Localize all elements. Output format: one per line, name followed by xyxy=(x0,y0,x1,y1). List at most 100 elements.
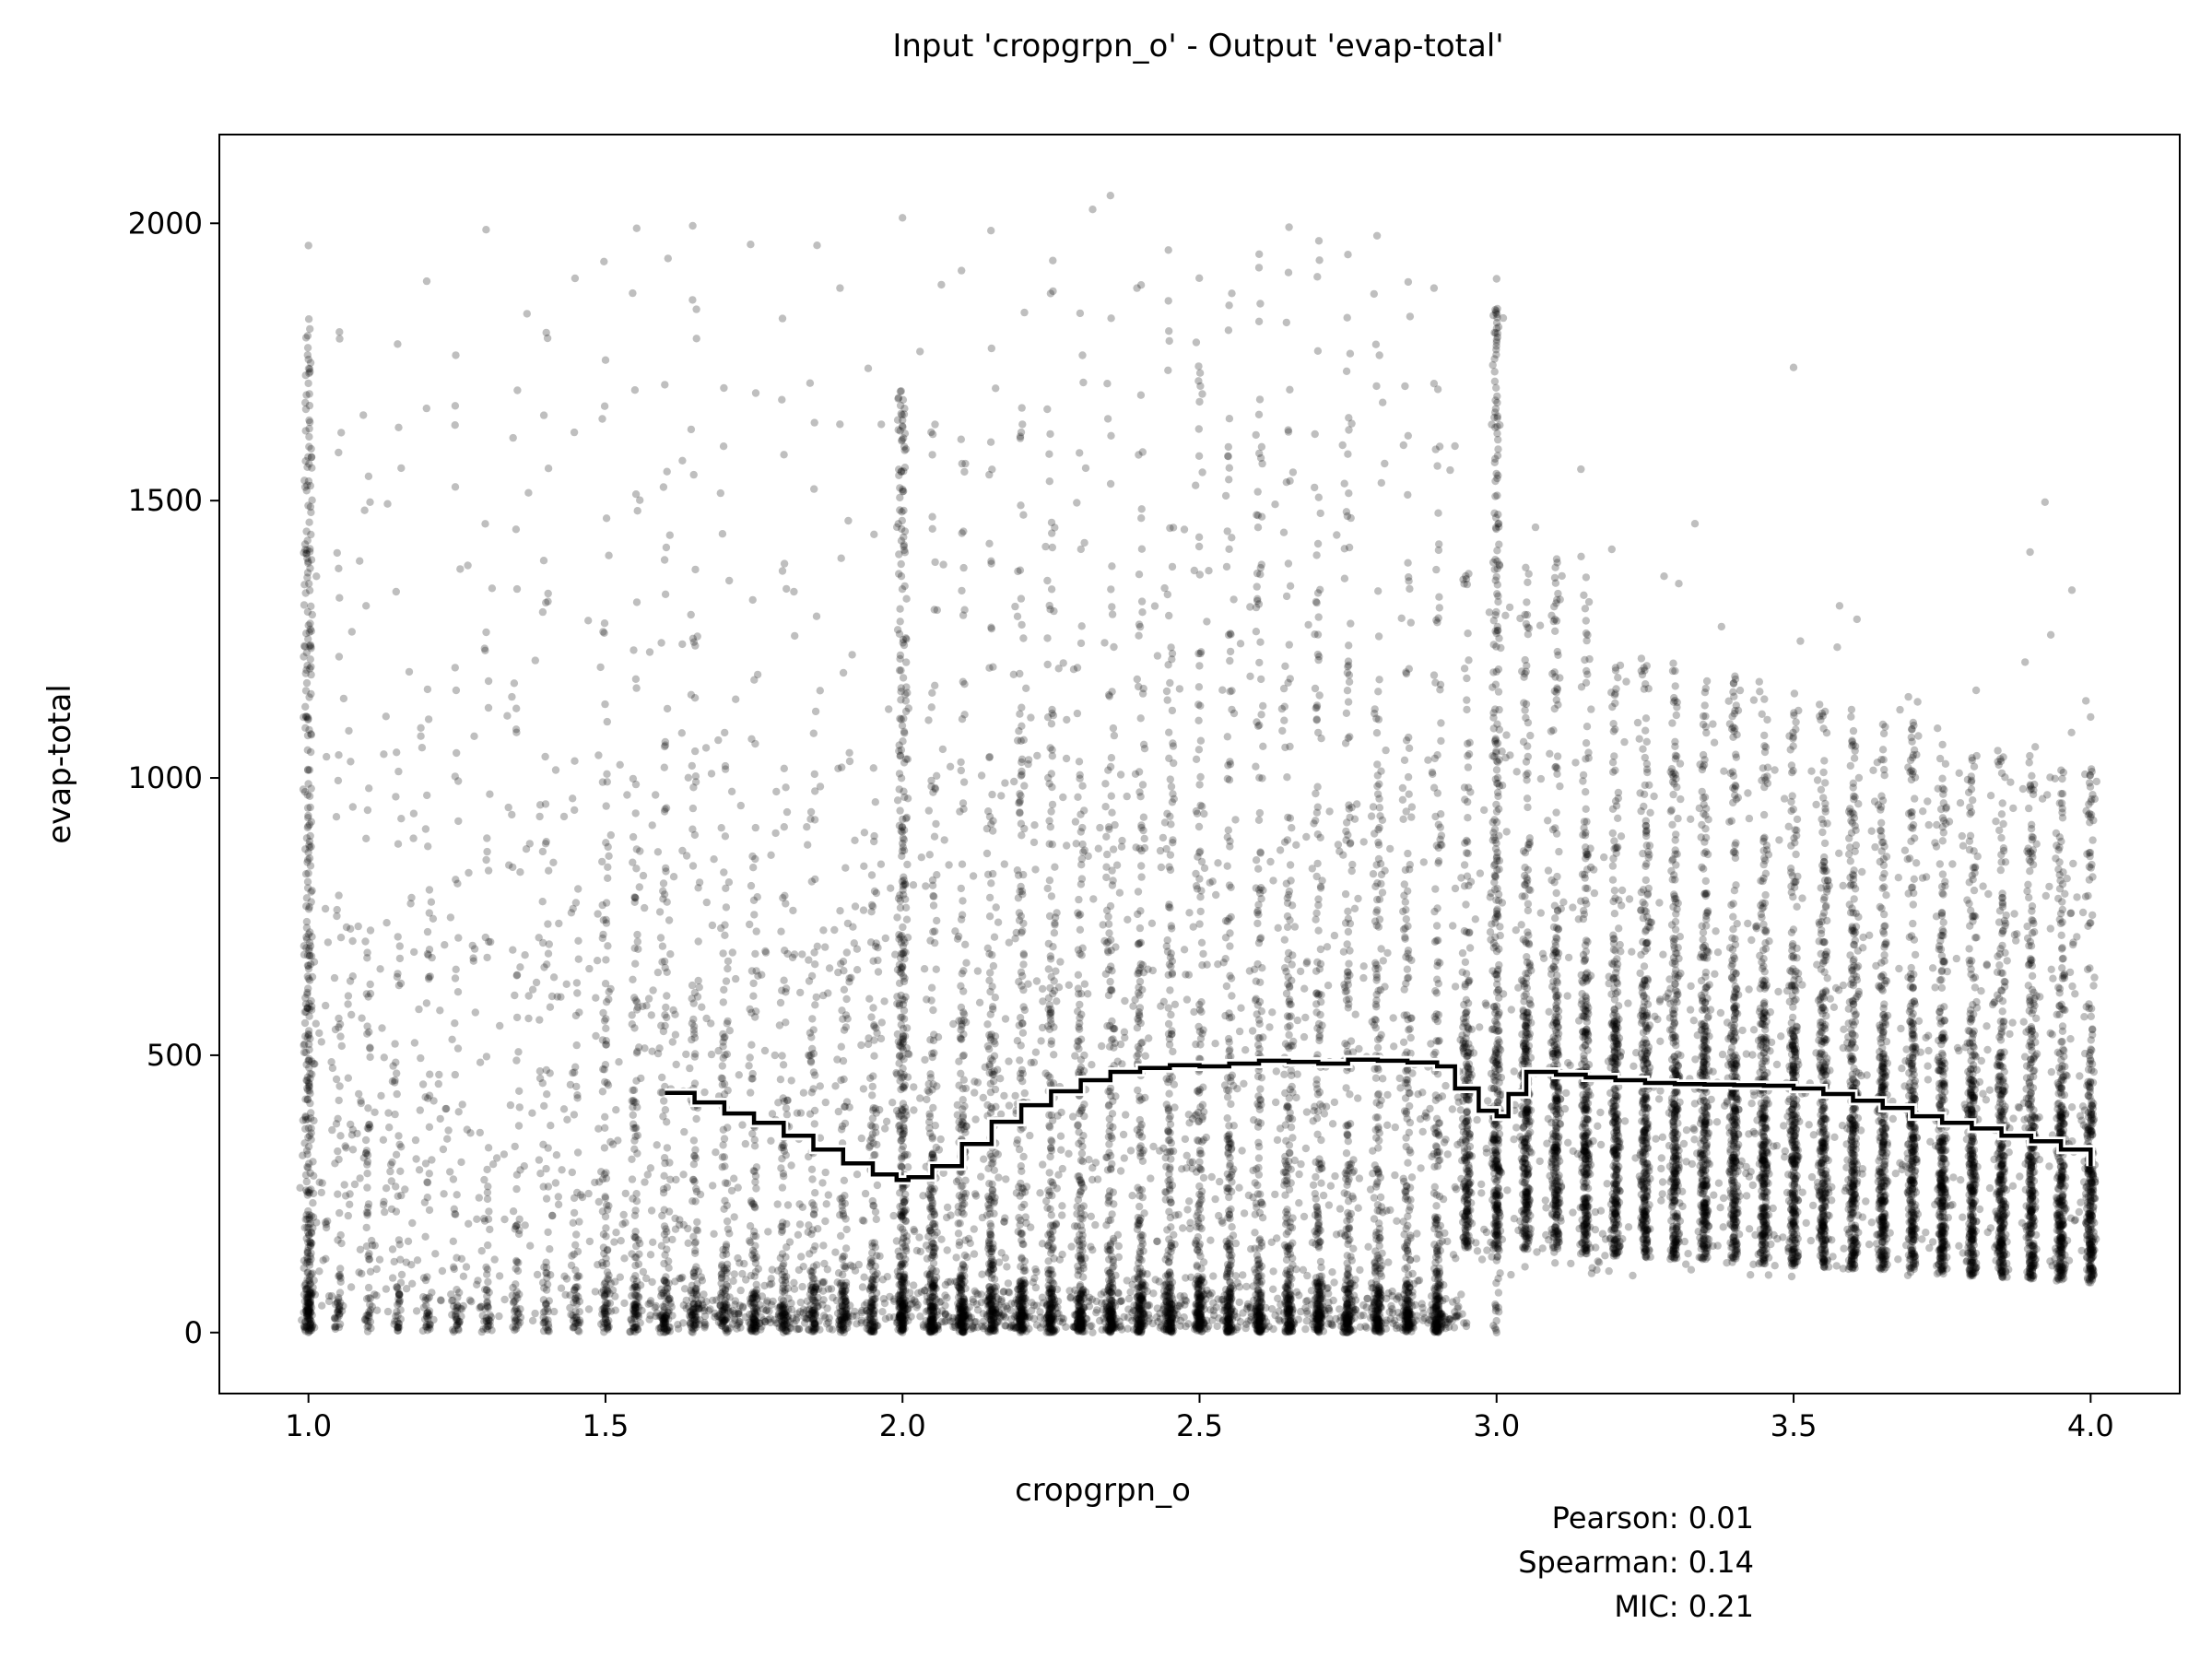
scatter-point xyxy=(720,986,727,994)
scatter-point xyxy=(301,703,309,711)
scatter-point xyxy=(959,460,966,467)
scatter-point xyxy=(900,1198,908,1206)
scatter-point xyxy=(335,328,343,335)
scatter-point xyxy=(1165,1258,1172,1265)
scatter-point xyxy=(900,948,908,956)
scatter-point xyxy=(753,1281,760,1288)
scatter-point xyxy=(419,1080,427,1088)
scatter-point xyxy=(1014,1136,1021,1144)
scatter-point xyxy=(600,258,607,265)
scatter-point xyxy=(929,1282,936,1289)
scatter-point xyxy=(391,1040,398,1047)
scatter-point xyxy=(1079,379,1087,386)
scatter-point xyxy=(1105,823,1112,830)
scatter-point xyxy=(1051,921,1058,928)
scatter-point xyxy=(598,415,606,422)
scatter-point xyxy=(512,1143,519,1150)
scatter-point xyxy=(806,1030,814,1037)
scatter-point xyxy=(747,1222,754,1230)
scatter-point xyxy=(1019,1153,1027,1160)
scatter-point xyxy=(780,1260,787,1267)
scatter-point xyxy=(629,775,637,782)
scatter-point xyxy=(1017,501,1024,509)
scatter-point xyxy=(1197,1196,1205,1204)
scatter-point xyxy=(931,1211,938,1218)
scatter-point xyxy=(304,869,312,877)
scatter-point xyxy=(307,509,314,516)
scatter-point xyxy=(719,530,726,537)
scatter-point xyxy=(986,894,994,901)
scatter-point xyxy=(1107,763,1114,771)
scatter-point xyxy=(664,468,671,476)
scatter-point xyxy=(1108,1160,1115,1168)
scatter-point xyxy=(1224,527,1231,535)
scatter-point xyxy=(956,1241,963,1249)
scatter-point xyxy=(303,1178,311,1185)
scatter-point xyxy=(567,1311,574,1318)
scatter-point xyxy=(543,1090,550,1098)
scatter-point xyxy=(453,966,460,973)
scatter-point xyxy=(513,1258,521,1265)
scatter-point xyxy=(302,687,310,694)
scatter-point xyxy=(543,1194,550,1202)
scatter-point xyxy=(722,832,729,840)
scatter-point xyxy=(960,606,968,614)
scatter-point xyxy=(899,847,906,854)
scatter-point xyxy=(898,1053,905,1060)
scatter-point xyxy=(336,1265,344,1272)
scatter-point xyxy=(1112,1092,1119,1100)
scatter-point xyxy=(300,713,307,721)
scatter-point xyxy=(836,284,843,291)
scatter-point xyxy=(1043,1204,1051,1211)
scatter-point xyxy=(658,1242,665,1250)
scatter-point xyxy=(1171,1001,1179,1008)
scatter-point xyxy=(868,1240,876,1247)
scatter-point xyxy=(1077,640,1085,647)
scatter-point xyxy=(871,1151,878,1159)
scatter-point xyxy=(633,598,641,606)
scatter-point xyxy=(1108,1253,1115,1260)
scatter-point xyxy=(397,815,405,822)
scatter-point xyxy=(1110,845,1117,853)
scatter-point xyxy=(689,805,697,812)
scatter-point xyxy=(362,602,370,609)
scatter-point xyxy=(630,994,638,1001)
scatter-point xyxy=(1138,505,1146,512)
scatter-point xyxy=(596,664,604,671)
scatter-point xyxy=(512,1056,520,1064)
scatter-point xyxy=(927,1074,935,1081)
scatter-point xyxy=(960,468,968,476)
scatter-point xyxy=(1108,754,1115,761)
scatter-point xyxy=(691,1053,699,1060)
scatter-point xyxy=(688,426,695,433)
scatter-point xyxy=(752,1259,759,1266)
scatter-point xyxy=(1196,1150,1204,1158)
scatter-point xyxy=(987,879,994,887)
scatter-point xyxy=(720,998,727,1006)
scatter-point xyxy=(601,619,608,627)
scatter-point xyxy=(928,703,935,711)
scatter-point xyxy=(1047,1041,1054,1048)
scatter-point xyxy=(571,429,578,436)
scatter-point xyxy=(632,809,640,817)
scatter-point xyxy=(1047,952,1054,959)
scatter-point xyxy=(483,1286,490,1293)
scatter-point xyxy=(749,980,757,987)
scatter-point xyxy=(453,1254,460,1262)
scatter-point xyxy=(690,1023,698,1030)
scatter-point xyxy=(749,993,757,1000)
scatter-point xyxy=(365,1284,372,1291)
scatter-point xyxy=(690,471,698,478)
scatter-point xyxy=(571,1209,578,1217)
scatter-point xyxy=(536,1067,544,1075)
scatter-point xyxy=(1138,608,1146,616)
scatter-point xyxy=(747,882,755,889)
scatter-point xyxy=(899,962,906,970)
scatter-point xyxy=(395,1290,403,1298)
scatter-point xyxy=(335,565,342,572)
scatter-point xyxy=(309,1199,316,1206)
scatter-point xyxy=(304,849,312,856)
scatter-point xyxy=(1020,1201,1028,1208)
scatter-point xyxy=(1193,338,1200,346)
scatter-point xyxy=(336,1032,344,1040)
